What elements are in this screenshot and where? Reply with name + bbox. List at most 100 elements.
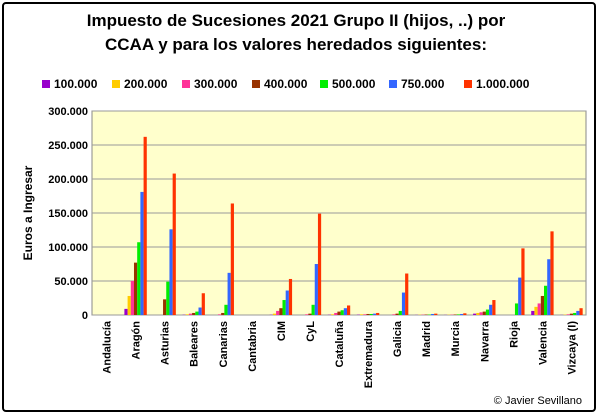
y-tick-label: 50.000 [54, 276, 88, 288]
bar [479, 312, 483, 315]
x-category-label: Vizcaya (I) [566, 321, 578, 375]
bar [537, 303, 541, 315]
bar [305, 314, 309, 315]
bar [363, 314, 367, 315]
legend-label: 400.000 [264, 77, 308, 91]
bar [308, 313, 312, 315]
bar [456, 314, 461, 315]
bar [314, 264, 318, 315]
x-category-label: Aragón [131, 321, 143, 360]
bar [430, 313, 435, 315]
x-category-label: Rioja [508, 320, 520, 348]
bar [518, 277, 522, 315]
bar [221, 312, 225, 315]
bars [124, 136, 583, 315]
credit-text: © Javier Sevillano [494, 395, 582, 407]
y-tick-label: 100.000 [48, 242, 88, 254]
legend-swatch [42, 80, 50, 88]
bar [166, 281, 170, 315]
bar [331, 314, 335, 315]
bar [573, 312, 577, 315]
bar [576, 310, 580, 315]
bar [163, 299, 167, 315]
bar [137, 242, 141, 315]
y-tick-label: 150.000 [48, 208, 88, 220]
bar [285, 290, 289, 315]
bar [227, 272, 231, 315]
legend-label: 200.000 [124, 77, 168, 91]
bar [540, 295, 545, 315]
bar [434, 313, 438, 315]
bar [405, 273, 409, 315]
bar [360, 314, 364, 315]
bar [282, 300, 286, 315]
x-category-label: Navarra [479, 320, 491, 362]
bar [185, 314, 189, 315]
bar [130, 281, 134, 315]
bar [489, 304, 493, 315]
chart-frame: Impuesto de Sucesiones 2021 Grupo II (hi… [2, 2, 596, 412]
bar [521, 248, 525, 315]
bar [514, 303, 519, 315]
bar [188, 313, 193, 315]
x-category-label: Galicia [392, 320, 404, 357]
chart-title-line-2: CCAA y para los valores heredados siguie… [105, 35, 487, 54]
legend-label: 750.000 [401, 77, 445, 91]
bar [473, 313, 477, 315]
bar [579, 308, 583, 315]
bar [224, 304, 228, 315]
x-category-label: Baleares [189, 321, 201, 367]
x-category-label: Madrid [421, 321, 433, 357]
bar [169, 229, 173, 315]
y-tick-label: 250.000 [48, 140, 88, 152]
bar [401, 292, 406, 315]
chart-svg: Impuesto de Sucesiones 2021 Grupo II (hi… [21, 11, 587, 407]
bar [230, 203, 234, 315]
x-category-label: Asturias [160, 321, 172, 365]
x-category-label: Cantabria [247, 320, 259, 372]
bar [550, 231, 554, 315]
bar [547, 259, 551, 315]
bar [531, 310, 535, 315]
bar [311, 304, 315, 315]
y-axis-ticks: 0 50.000 100.000 150.000 200.000 250.000 300.0… [48, 106, 88, 322]
bar [195, 311, 199, 315]
x-category-label: CIM [276, 321, 288, 341]
x-category-label: Valencia [537, 320, 549, 365]
x-category-label: Andalucía [102, 320, 114, 373]
legend-swatch [112, 80, 120, 88]
bar [127, 295, 131, 315]
bar [366, 313, 370, 315]
x-axis-categories: Andalucía Aragón Asturias Baleares Canarias C… [102, 320, 579, 388]
bar [476, 312, 480, 315]
bar [492, 300, 496, 315]
bar [569, 313, 574, 315]
bar [376, 312, 380, 315]
bar [566, 314, 570, 315]
legend-swatch [389, 80, 397, 88]
bar [485, 309, 490, 315]
legend: 100.000 200.000 300.000 400.000 500.000 750.0… [42, 77, 530, 91]
y-tick-label: 0 [82, 310, 88, 322]
x-category-label: Extremadura [363, 320, 375, 388]
bar [369, 313, 373, 315]
bar [288, 278, 293, 315]
legend-label: 1.000.000 [476, 77, 530, 91]
legend-label: 100.000 [54, 77, 98, 91]
legend-swatch [320, 80, 328, 88]
bar [201, 293, 205, 315]
bar [192, 312, 196, 315]
bar [534, 306, 538, 315]
x-category-label: Canarias [218, 321, 230, 367]
chart-title-line-1: Impuesto de Sucesiones 2021 Grupo II (hi… [87, 11, 506, 30]
x-category-label: CyL [305, 321, 317, 342]
legend-label: 300.000 [194, 77, 238, 91]
bar [124, 308, 128, 315]
y-axis-label: Euros a Ingresar [21, 165, 35, 260]
bar [272, 313, 277, 315]
legend-label: 500.000 [332, 77, 376, 91]
bar [482, 311, 486, 315]
x-category-label: Murcia [450, 320, 462, 356]
bar [372, 313, 377, 315]
y-tick-label: 200.000 [48, 174, 88, 186]
